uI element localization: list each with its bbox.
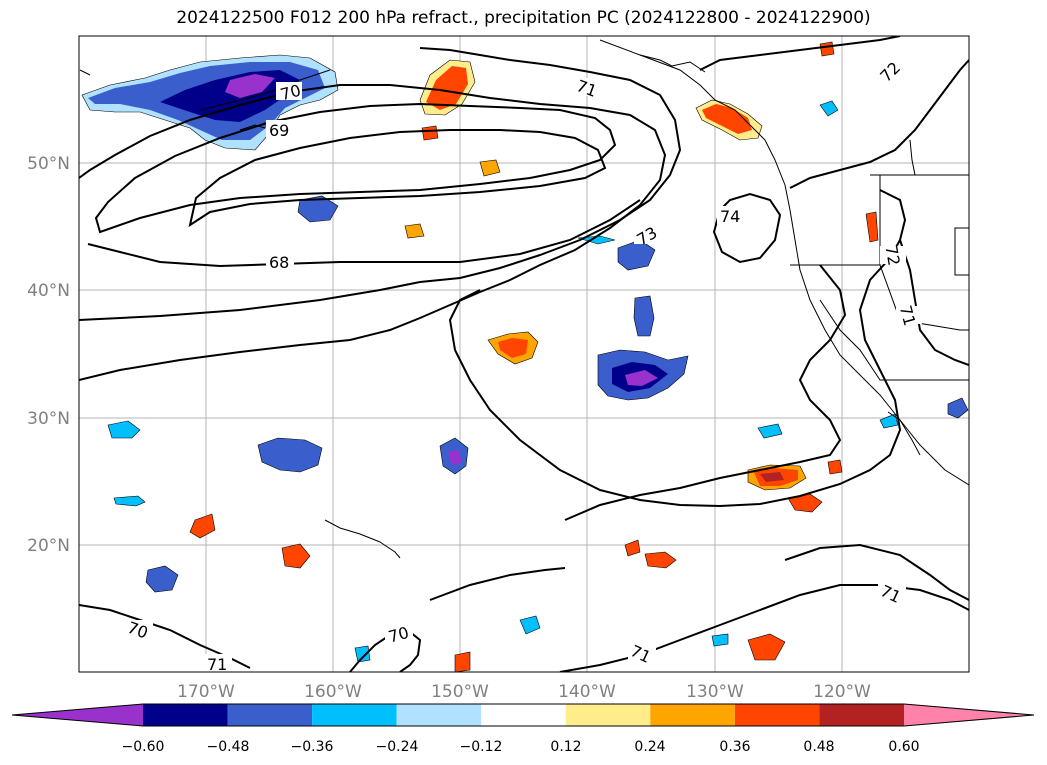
colorbar-tick-label: 0.12 [550,739,581,755]
map-frame [78,35,970,673]
contour-label: 74 [720,207,740,226]
contour-label: 70 [278,81,303,105]
colorbar-tick-label: −0.60 [122,739,165,755]
colorbar-tick-label: 0.48 [803,739,834,755]
colorbar-tick-label: −0.12 [460,739,503,755]
colorbar-tick-label: −0.36 [291,739,334,755]
colorbar-tick-label: −0.24 [376,739,419,755]
contour-label: 68 [269,253,289,272]
colorbar-tick-label: −0.48 [207,739,250,755]
colorbar-outline [11,703,1035,727]
colorbar-segment [819,704,904,726]
colorbar-extend-high [904,704,1034,726]
colorbar-extend-low [12,704,143,726]
colorbar-segment [481,704,566,726]
colorbar-segment [227,704,313,726]
colorbar-segment [565,704,651,726]
latitude-labels: 20°N 30°N 40°N 50°N [27,154,70,556]
colorbar-segment [143,704,228,726]
colorbar-segment [734,704,820,726]
lon-label: 170°W [177,682,235,702]
lon-label: 140°W [558,682,616,702]
contour-label: 71 [207,655,227,674]
colorbar-tick-labels: −0.60 −0.48 −0.36 −0.24 −0.12 0.12 0.24 … [122,739,920,755]
colorbar-segment [650,704,735,726]
lon-label: 120°W [813,682,871,702]
colorbar [11,703,1035,727]
colorbar-tick-label: 0.36 [719,739,750,755]
contour-label: 69 [269,121,289,140]
lat-label: 40°N [27,281,70,301]
lat-label: 30°N [27,409,70,429]
lon-label: 150°W [431,682,489,702]
colorbar-tick-label: 0.60 [888,739,919,755]
colorbar-segment [396,704,482,726]
longitude-labels: 170°W 160°W 150°W 140°W 130°W 120°W [177,682,871,702]
lon-label: 160°W [304,682,362,702]
lat-label: 50°N [27,154,70,174]
lon-label: 130°W [686,682,744,702]
contour-label: 72 [881,244,903,267]
colorbar-segment [312,704,397,726]
contour-label: 71 [896,303,920,328]
negative-anomaly-areas [81,54,969,663]
chart-title: 2024122500 F012 200 hPa refract., precip… [176,8,871,28]
coastlines [79,39,969,559]
lat-label: 20°N [27,536,70,556]
colorbar-tick-label: 0.24 [634,739,665,755]
graticule [79,36,969,672]
contour-label: 70 [386,623,411,647]
